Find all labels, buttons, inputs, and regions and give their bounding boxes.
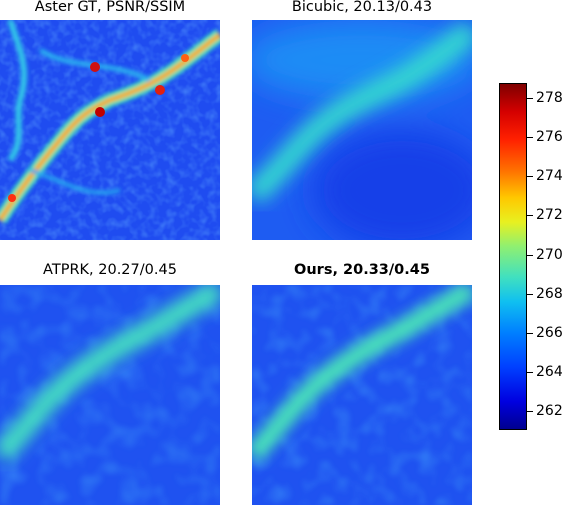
colorbar-tick	[527, 294, 533, 295]
colorbar-tick	[527, 137, 533, 138]
panel-title-bicubic: Bicubic, 20.13/0.43	[291, 0, 433, 15]
colorbar-tick-label: 274	[536, 168, 562, 184]
colorbar-tick	[527, 411, 533, 412]
colorbar-tick	[527, 98, 533, 99]
colorbar-tick-label: 276	[536, 129, 562, 145]
panel-title-aster-gt: Aster GT, PSNR/SSIM	[34, 0, 186, 15]
colorbar-tick-label: 278	[536, 90, 562, 106]
colorbar-tick-label: 266	[536, 325, 562, 341]
colorbar-tick	[527, 333, 533, 334]
colorbar-tick	[527, 215, 533, 216]
colorbar-tick-label: 272	[536, 207, 562, 223]
colorbar	[499, 83, 527, 430]
panel-title-ours: Ours, 20.33/0.45	[294, 262, 430, 278]
colorbar-tick	[527, 255, 533, 256]
aster-gt-image	[0, 20, 220, 240]
colorbar-tick	[527, 176, 533, 177]
atprk-image	[0, 285, 220, 505]
ours-image	[252, 285, 472, 505]
colorbar-tick-label: 270	[536, 247, 562, 263]
colorbar-tick	[527, 372, 533, 373]
panel-title-atprk: ATPRK, 20.27/0.45	[43, 262, 177, 278]
bicubic-image	[252, 20, 472, 240]
colorbar-tick-label: 264	[536, 364, 562, 380]
colorbar-tick-label: 262	[536, 403, 562, 419]
colorbar-tick-label: 268	[536, 286, 562, 302]
